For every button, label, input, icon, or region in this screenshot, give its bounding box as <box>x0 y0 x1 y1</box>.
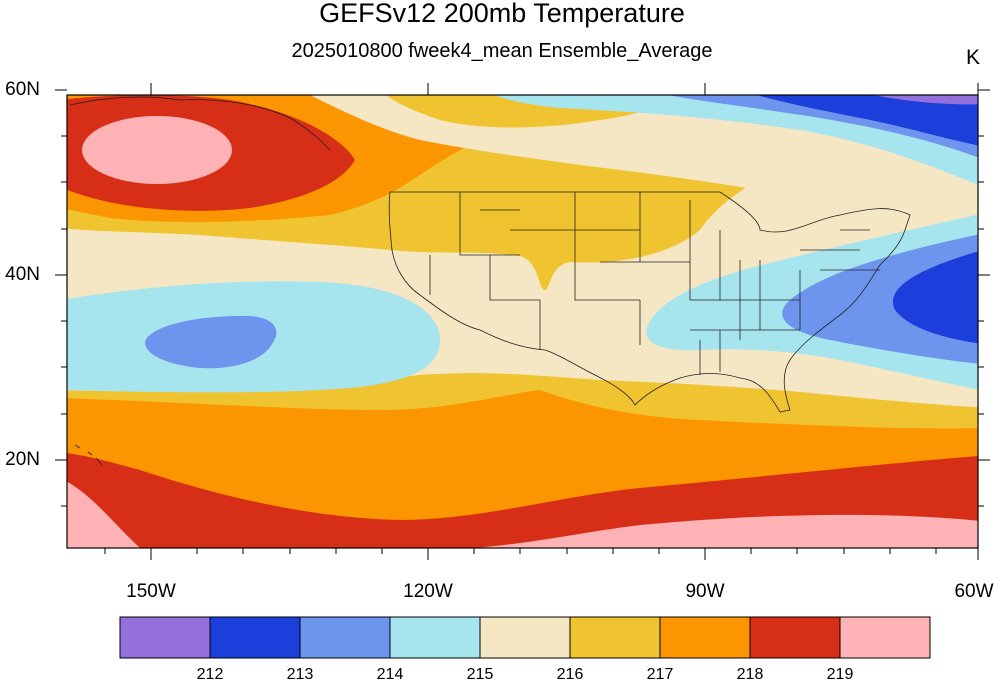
colorbar <box>119 616 931 659</box>
coast-alaska <box>69 96 331 151</box>
colorbar-label-213: 213 <box>286 666 314 683</box>
colorbar-swatch-2 <box>209 616 301 659</box>
band-213-pacific <box>145 315 277 369</box>
lat-label-40n: 40N <box>5 264 40 285</box>
state-lines-east <box>689 200 880 375</box>
state-boundaries <box>69 96 911 466</box>
band-below212 <box>873 95 978 105</box>
contour-fill <box>67 95 978 548</box>
colorbar-label-218: 218 <box>736 666 764 683</box>
lon-label-90w: 90W <box>685 581 725 602</box>
band-219-north <box>82 116 232 184</box>
lon-label-60w: 60W <box>954 581 994 602</box>
units-label: K <box>966 46 981 69</box>
band-212-east <box>893 251 978 344</box>
colorbar-label-219: 219 <box>826 666 854 683</box>
coast-hawaii <box>74 444 103 466</box>
colorbar-label-216: 216 <box>556 666 584 683</box>
lat-label-20n: 20N <box>5 449 40 470</box>
colorbar-swatch-8 <box>749 616 841 659</box>
map-subtitle: 2025010800 fweek4_mean Ensemble_Average <box>291 40 713 62</box>
lon-label-120w: 120W <box>403 581 453 602</box>
colorbar-label-215: 215 <box>466 666 494 683</box>
map-title: GEFSv12 200mb Temperature <box>319 0 685 28</box>
colorbar-swatch-1 <box>119 616 211 659</box>
colorbar-label-217: 217 <box>646 666 674 683</box>
us-outline <box>388 191 911 413</box>
state-lines-west <box>429 192 690 350</box>
colorbar-swatch-6 <box>569 616 661 659</box>
colorbar-swatch-3 <box>299 616 391 659</box>
lon-label-150w: 150W <box>126 581 176 602</box>
axis-ticks <box>55 83 990 560</box>
colorbar-swatch-7 <box>659 616 751 659</box>
colorbar-label-214: 214 <box>376 666 404 683</box>
colorbar-swatch-9 <box>839 616 931 659</box>
colorbar-swatch-4 <box>389 616 481 659</box>
band-212-north <box>756 95 978 146</box>
colorbar-label-212: 212 <box>196 666 224 683</box>
colorbar-swatch-5 <box>479 616 571 659</box>
lat-label-60n: 60N <box>5 79 40 100</box>
